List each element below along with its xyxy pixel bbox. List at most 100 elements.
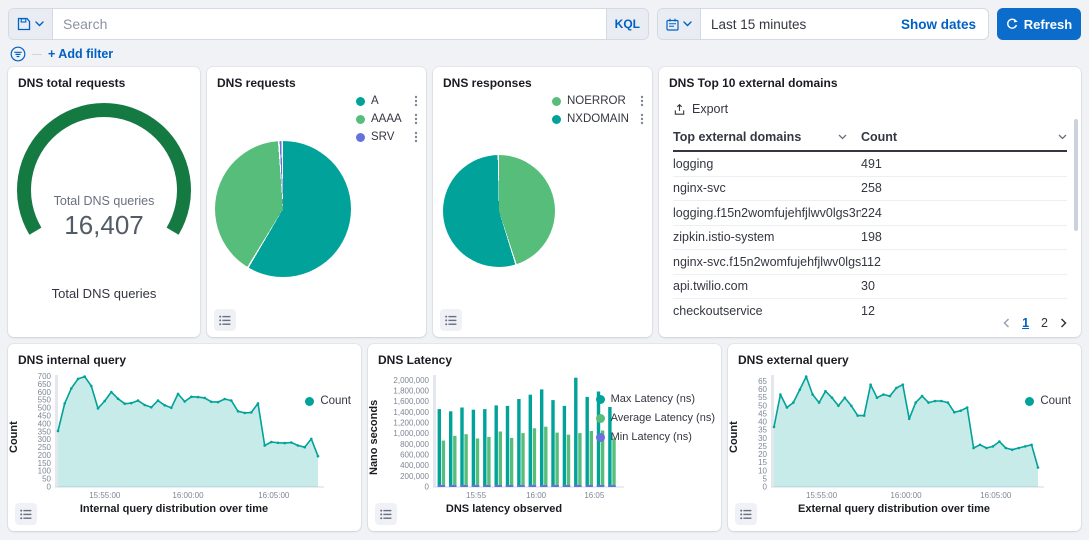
show-dates-link[interactable]: Show dates — [900, 16, 976, 32]
svg-text:300: 300 — [38, 435, 52, 444]
prev-page-icon[interactable] — [1003, 318, 1010, 328]
legend-dot — [595, 413, 605, 423]
legend-label: SRV — [371, 131, 395, 143]
legend-dot — [552, 96, 561, 106]
page-button-1[interactable]: 1 — [1022, 316, 1030, 330]
export-icon — [674, 103, 685, 115]
kebab-menu-icon[interactable] — [414, 131, 418, 143]
legend-list-icon — [219, 315, 231, 325]
svg-text:200,000: 200,000 — [400, 472, 429, 481]
column-label: Count — [861, 130, 898, 144]
time-range-value[interactable]: Last 15 minutes — [711, 16, 807, 32]
panel-dns-responses: DNS responses NOERROR NXDOMAIN — [433, 67, 652, 337]
pie-chart-dns-requests[interactable] — [215, 141, 351, 277]
svg-text:15:55:00: 15:55:00 — [89, 491, 121, 500]
export-button[interactable]: Export — [659, 94, 742, 122]
legend-item-nxdomain[interactable]: NXDOMAIN — [552, 113, 644, 125]
kql-button[interactable]: KQL — [605, 9, 648, 39]
legend-item-noerror[interactable]: NOERROR — [552, 95, 644, 107]
page-button-2[interactable]: 2 — [1041, 316, 1048, 330]
svg-text:16:00:00: 16:00:00 — [172, 491, 204, 500]
save-icon — [17, 17, 31, 31]
gauge-center-label: Total DNS queries — [53, 194, 155, 208]
search-bar: KQL — [8, 8, 649, 40]
svg-text:65: 65 — [758, 377, 767, 386]
legend-toggle-button[interactable] — [735, 503, 757, 525]
y-axis-title: Count — [8, 421, 20, 453]
legend-item-max-latency[interactable]: Max Latency (ns) — [595, 393, 715, 405]
saved-query-button[interactable] — [9, 9, 53, 39]
table-row: api.twilio.com 30 — [673, 275, 1067, 299]
legend-toggle-button[interactable] — [15, 503, 37, 525]
x-axis-title: Internal query distribution over time — [79, 503, 269, 515]
table-row: zipkin.istio-system 198 — [673, 226, 1067, 250]
filter-icon[interactable] — [10, 46, 26, 62]
svg-text:16:05: 16:05 — [584, 491, 605, 500]
calendar-button[interactable] — [658, 9, 701, 39]
panel-title: DNS responses — [443, 76, 532, 90]
svg-text:1,000,000: 1,000,000 — [393, 429, 429, 438]
legend-item-average-latency[interactable]: Average Latency (ns) — [595, 412, 715, 424]
kebab-menu-icon[interactable] — [640, 113, 644, 125]
legend-list-icon — [445, 315, 457, 325]
svg-text:35: 35 — [758, 426, 767, 435]
legend-toggle-button[interactable] — [375, 503, 397, 525]
svg-text:16:05:00: 16:05:00 — [980, 491, 1012, 500]
legend-label: NXDOMAIN — [567, 113, 629, 125]
domains-table: Top external domains Count logging 491 ng… — [673, 124, 1067, 324]
legend-list-icon — [380, 509, 392, 519]
svg-text:25: 25 — [758, 442, 767, 451]
svg-text:1,200,000: 1,200,000 — [393, 419, 429, 428]
domain-cell: checkoutservice — [673, 304, 763, 319]
chart-area: Count 0 50 100 150 200 250 300 350 400 450 500 550 6… — [8, 371, 361, 503]
panel-dns-requests: DNS requests A AAAA SRV — [207, 67, 426, 337]
kebab-menu-icon[interactable] — [414, 95, 418, 107]
next-page-icon[interactable] — [1060, 318, 1067, 328]
kebab-menu-icon[interactable] — [414, 113, 418, 125]
x-axis-title: DNS latency observed — [445, 503, 563, 515]
legend-toggle-button[interactable] — [440, 309, 462, 331]
panel-title: DNS internal query — [18, 353, 127, 367]
svg-text:16:00:00: 16:00:00 — [890, 491, 922, 500]
table-scrollbar[interactable] — [1074, 119, 1078, 231]
svg-text:200: 200 — [38, 451, 52, 460]
search-input[interactable] — [53, 9, 606, 39]
legend-dot — [552, 114, 561, 124]
chevron-down-icon — [35, 21, 44, 27]
panel-dns-internal-query: DNS internal query Count 0 50 100 150 200 250… — [8, 344, 361, 531]
svg-text:30: 30 — [758, 434, 767, 443]
svg-text:0: 0 — [763, 483, 768, 492]
chart-legend[interactable]: Count — [1025, 395, 1071, 407]
legend-toggle-button[interactable] — [214, 309, 236, 331]
add-filter-link[interactable]: + Add filter — [48, 47, 114, 61]
svg-text:350: 350 — [38, 427, 52, 436]
legend-item-min-latency[interactable]: Min Latency (ns) — [595, 431, 715, 443]
column-header-domains[interactable]: Top external domains — [673, 130, 861, 144]
table-header-row: Top external domains Count — [673, 124, 1067, 152]
legend-dot — [305, 396, 315, 406]
dashboard-row-1: DNS total requests Total DNS queries 16,… — [8, 67, 1081, 337]
svg-text:45: 45 — [758, 409, 767, 418]
calendar-icon — [666, 18, 679, 31]
svg-text:16:00: 16:00 — [526, 491, 547, 500]
legend-item-srv[interactable]: SRV — [356, 131, 418, 143]
svg-text:0: 0 — [425, 483, 430, 492]
domain-cell: nginx-svc — [673, 181, 726, 196]
date-picker: Last 15 minutes Show dates — [657, 8, 989, 40]
pie-chart-dns-responses[interactable] — [443, 155, 555, 267]
filter-divider — [32, 53, 42, 55]
table-row: logging.f15n2womfujehfjlwv0lgs3nog....22… — [673, 201, 1067, 226]
chart-legend[interactable]: Count — [305, 395, 351, 407]
panel-dns-external-query: DNS external query Count 0 5 10 15 20 25 30 35 4… — [728, 344, 1081, 531]
column-header-count[interactable]: Count — [861, 130, 1067, 144]
svg-text:500: 500 — [38, 404, 52, 413]
legend-item-aaaa[interactable]: AAAA — [356, 113, 418, 125]
pie-legend: A AAAA SRV — [356, 95, 418, 143]
kebab-menu-icon[interactable] — [640, 95, 644, 107]
svg-text:50: 50 — [42, 475, 51, 484]
legend-item-a[interactable]: A — [356, 95, 418, 107]
refresh-button[interactable]: Refresh — [997, 8, 1081, 40]
chevron-down-icon — [683, 21, 692, 27]
count-cell: 112 — [861, 254, 881, 269]
legend-list-icon — [20, 509, 32, 519]
